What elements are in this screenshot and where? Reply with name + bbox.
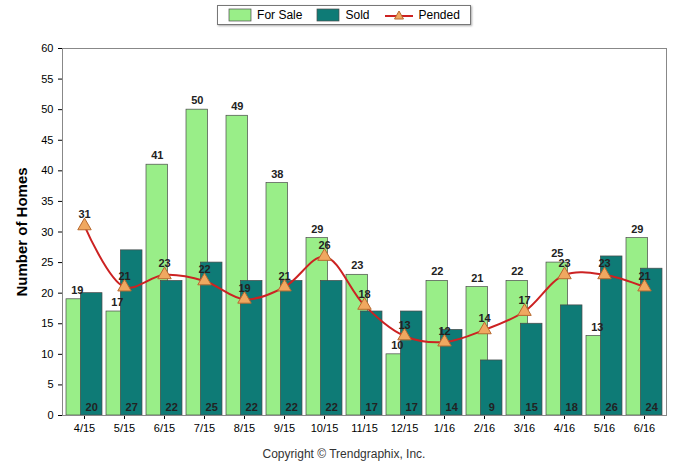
svg-text:30: 30	[41, 226, 53, 238]
svg-text:15: 15	[41, 317, 53, 329]
svg-text:17: 17	[406, 401, 418, 413]
svg-text:45: 45	[41, 134, 53, 146]
svg-text:6/15: 6/15	[154, 422, 175, 434]
svg-text:27: 27	[126, 401, 138, 413]
svg-text:9/15: 9/15	[274, 422, 295, 434]
svg-text:22: 22	[431, 265, 443, 277]
svg-text:38: 38	[271, 168, 283, 180]
svg-text:9: 9	[489, 401, 495, 413]
html-text:Copyright © Trendgraphix, Inc.: Copyright © Trendgraphix, Inc.	[262, 447, 426, 461]
svg-text:50: 50	[41, 103, 53, 115]
svg-text:50: 50	[191, 94, 203, 106]
svg-text:17: 17	[111, 296, 123, 308]
svg-text:24: 24	[646, 401, 659, 413]
svg-text:22: 22	[166, 401, 178, 413]
svg-text:25: 25	[551, 247, 564, 260]
svg-text:13: 13	[398, 319, 410, 331]
svg-text:18: 18	[358, 288, 370, 300]
svg-text:17: 17	[366, 401, 378, 413]
svg-text:35: 35	[41, 195, 53, 207]
svg-text:1/16: 1/16	[434, 422, 455, 434]
svg-text:Number of Homes: Number of Homes	[13, 167, 30, 296]
svg-text:13: 13	[591, 321, 603, 333]
svg-text:5/16: 5/16	[594, 422, 615, 434]
svg-text:11/15: 11/15	[351, 422, 378, 434]
svg-text:4/16: 4/16	[554, 422, 575, 434]
svg-text:5: 5	[47, 378, 53, 390]
svg-text:40: 40	[41, 164, 53, 176]
svg-text:2/16: 2/16	[474, 422, 495, 434]
svg-text:49: 49	[231, 100, 243, 112]
svg-text:22: 22	[246, 401, 258, 413]
svg-text:5/15: 5/15	[114, 422, 135, 434]
svg-text:14: 14	[446, 401, 459, 413]
svg-text:23: 23	[598, 257, 610, 269]
svg-text:12: 12	[438, 325, 450, 337]
svg-text:10: 10	[41, 348, 53, 360]
svg-text:18: 18	[566, 401, 578, 413]
svg-text:4/15: 4/15	[74, 422, 95, 434]
svg-text:22: 22	[326, 401, 338, 413]
svg-text:15: 15	[526, 401, 538, 413]
svg-text:8/15: 8/15	[234, 422, 255, 434]
svg-text:26: 26	[606, 401, 618, 413]
svg-text:26: 26	[318, 239, 330, 251]
svg-text:23: 23	[558, 257, 570, 269]
svg-text:22: 22	[198, 263, 210, 275]
svg-text:19: 19	[238, 282, 250, 294]
svg-text:23: 23	[158, 257, 170, 269]
svg-text:22: 22	[511, 265, 523, 277]
svg-text:21: 21	[638, 270, 650, 282]
svg-text:14: 14	[478, 312, 491, 324]
svg-text:17: 17	[518, 294, 530, 306]
svg-text:20: 20	[41, 287, 53, 299]
svg-text:41: 41	[151, 149, 163, 161]
svg-text:20: 20	[86, 401, 98, 413]
svg-text:7/15: 7/15	[194, 422, 215, 434]
svg-text:23: 23	[351, 259, 363, 271]
svg-text:21: 21	[118, 270, 130, 282]
html-text:Sold: Sold	[345, 8, 370, 22]
html-text:For Sale: For Sale	[257, 8, 303, 22]
svg-text:31: 31	[78, 208, 90, 220]
svg-text:6/16: 6/16	[634, 422, 655, 434]
svg-text:3/16: 3/16	[514, 422, 535, 434]
svg-text:21: 21	[278, 270, 290, 282]
svg-text:60: 60	[41, 42, 53, 54]
svg-text:29: 29	[631, 223, 643, 235]
html-text:Pended: Pended	[418, 8, 460, 22]
svg-text:19: 19	[71, 284, 83, 296]
svg-text:22: 22	[286, 401, 298, 413]
svg-text:12/15: 12/15	[391, 422, 419, 434]
svg-text:25: 25	[206, 401, 218, 413]
svg-text:10: 10	[391, 339, 403, 351]
svg-text:29: 29	[311, 223, 323, 235]
svg-text:25: 25	[41, 256, 53, 268]
svg-text:0: 0	[47, 409, 53, 421]
svg-text:55: 55	[41, 73, 53, 85]
svg-text:21: 21	[471, 272, 483, 284]
svg-text:10/15: 10/15	[311, 422, 339, 434]
